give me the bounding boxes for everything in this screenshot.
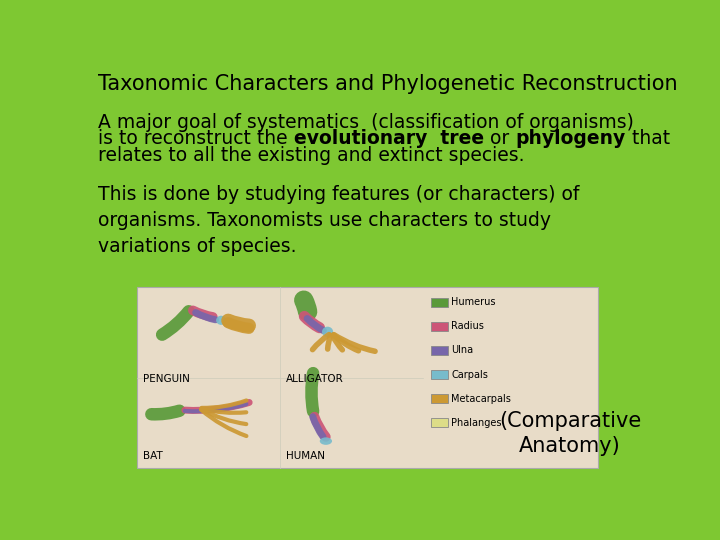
Text: Ulna: Ulna (451, 346, 474, 355)
Text: A major goal of systematics  (classification of organisms): A major goal of systematics (classificat… (99, 113, 634, 132)
Text: PENGUIN: PENGUIN (143, 374, 190, 384)
Text: ALLIGATOR: ALLIGATOR (286, 374, 343, 384)
Text: relates to all the existing and extinct species.: relates to all the existing and extinct … (99, 146, 525, 165)
FancyBboxPatch shape (431, 346, 448, 355)
Text: (Comparative
Anatomy): (Comparative Anatomy) (499, 411, 641, 456)
FancyBboxPatch shape (431, 418, 448, 427)
Text: Metacarpals: Metacarpals (451, 394, 511, 404)
Ellipse shape (322, 327, 333, 337)
Text: BAT: BAT (143, 451, 163, 461)
FancyBboxPatch shape (431, 394, 448, 403)
Text: This is done by studying features (or characters) of
organisms. Taxonomists use : This is done by studying features (or ch… (99, 185, 580, 256)
Text: Humerus: Humerus (451, 297, 496, 307)
FancyBboxPatch shape (431, 322, 448, 331)
Text: HUMAN: HUMAN (286, 451, 325, 461)
Ellipse shape (216, 316, 226, 325)
FancyBboxPatch shape (431, 370, 448, 379)
Text: Radius: Radius (451, 321, 484, 332)
Text: is to reconstruct the: is to reconstruct the (99, 129, 294, 149)
Text: or: or (484, 129, 516, 149)
Text: that: that (626, 129, 670, 149)
Text: phylogeny: phylogeny (516, 129, 626, 149)
Ellipse shape (320, 437, 332, 445)
Text: Phalanges: Phalanges (451, 418, 502, 428)
Text: Taxonomic Characters and Phylogenetic Reconstruction: Taxonomic Characters and Phylogenetic Re… (99, 74, 678, 94)
Text: evolutionary  tree: evolutionary tree (294, 129, 484, 149)
FancyBboxPatch shape (431, 298, 448, 307)
Text: Carpals: Carpals (451, 369, 488, 380)
FancyBboxPatch shape (138, 287, 598, 468)
